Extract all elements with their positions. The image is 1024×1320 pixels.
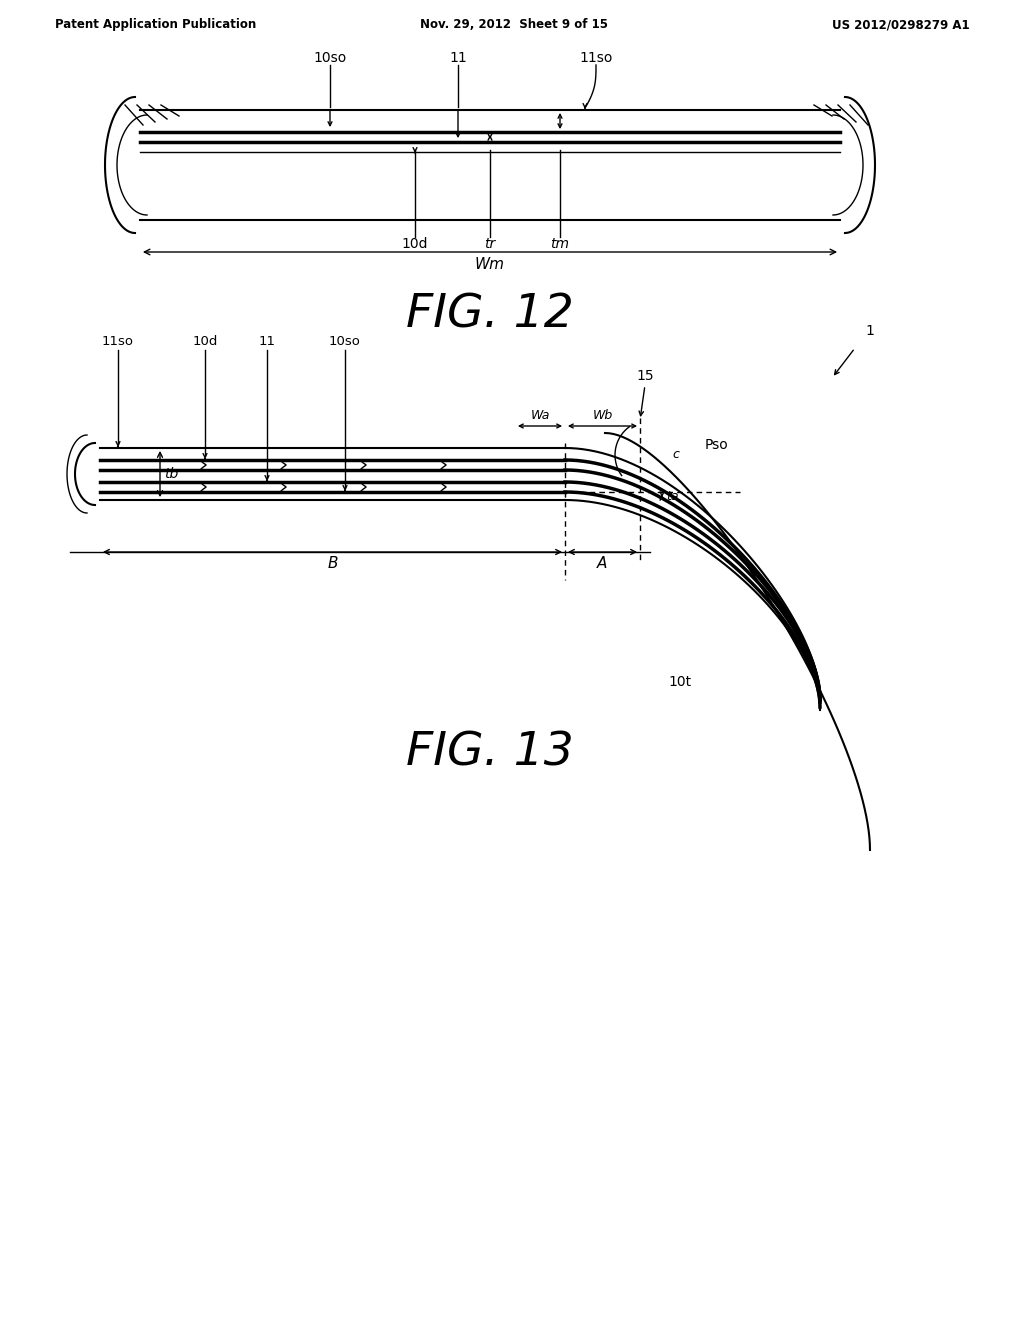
Text: 10so: 10so bbox=[313, 51, 347, 65]
Text: 10so: 10so bbox=[329, 335, 360, 348]
Text: ta: ta bbox=[666, 490, 679, 503]
Text: 11: 11 bbox=[258, 335, 275, 348]
Text: c: c bbox=[672, 449, 679, 462]
Text: tm: tm bbox=[551, 238, 569, 251]
Text: Patent Application Publication: Patent Application Publication bbox=[55, 18, 256, 30]
Text: 11so: 11so bbox=[102, 335, 134, 348]
Text: 1: 1 bbox=[865, 323, 874, 338]
Text: Pso: Pso bbox=[705, 438, 729, 451]
Text: Wm: Wm bbox=[475, 257, 505, 272]
Text: 10t: 10t bbox=[669, 675, 691, 689]
Text: 11so: 11so bbox=[580, 51, 612, 65]
Text: B: B bbox=[328, 556, 338, 572]
Text: Nov. 29, 2012  Sheet 9 of 15: Nov. 29, 2012 Sheet 9 of 15 bbox=[420, 18, 608, 30]
Text: FIG. 12: FIG. 12 bbox=[407, 292, 573, 337]
Text: 11: 11 bbox=[450, 51, 467, 65]
Text: Wb: Wb bbox=[592, 409, 612, 422]
Text: 10d: 10d bbox=[193, 335, 218, 348]
Text: 10d: 10d bbox=[401, 238, 428, 251]
Text: A: A bbox=[597, 556, 607, 572]
Text: US 2012/0298279 A1: US 2012/0298279 A1 bbox=[833, 18, 970, 30]
Text: Wa: Wa bbox=[530, 409, 550, 422]
Text: 15: 15 bbox=[636, 370, 653, 383]
Text: FIG. 13: FIG. 13 bbox=[407, 730, 573, 775]
Text: tb: tb bbox=[164, 467, 178, 480]
Text: tr: tr bbox=[484, 238, 496, 251]
